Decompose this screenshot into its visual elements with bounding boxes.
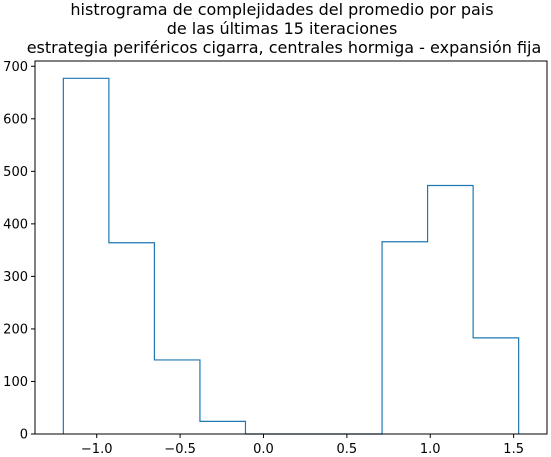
y-tick-label: 600 <box>3 112 28 127</box>
histogram-bin <box>154 360 200 434</box>
histogram-bin <box>63 78 109 434</box>
histogram-bin <box>200 421 246 434</box>
y-tick-label: 700 <box>3 60 28 75</box>
x-tick-label: 0.0 <box>253 442 274 457</box>
histogram-bin <box>428 186 474 434</box>
plot-area <box>62 77 520 435</box>
histogram-bin <box>473 338 519 434</box>
x-axis: −1.0 −0.5 0.0 0.5 1.0 1.5 <box>81 434 524 457</box>
y-tick-label: 300 <box>3 270 28 285</box>
y-tick-label: 0 <box>20 428 28 443</box>
chart-title-line-2: de las últimas 15 iteraciones <box>167 19 398 38</box>
y-tick-label: 400 <box>3 217 28 232</box>
histogram-bin <box>382 242 428 434</box>
axes-frame <box>34 60 548 435</box>
chart-title-line-1: histrograma de complejidades del promedi… <box>70 0 493 19</box>
x-tick-label: 0.5 <box>337 442 358 457</box>
histogram-bin <box>109 243 155 434</box>
y-tick-label: 100 <box>3 375 28 390</box>
x-tick-label: 1.0 <box>420 442 441 457</box>
x-tick-label: 1.5 <box>503 442 524 457</box>
x-tick-label: −0.5 <box>164 442 196 457</box>
y-tick-label: 200 <box>3 322 28 337</box>
y-tick-label: 500 <box>3 165 28 180</box>
chart-title-line-3: estrategia periféricos cigarra, centrale… <box>27 38 542 57</box>
y-axis: 0 100 200 300 400 500 600 700 <box>3 60 35 443</box>
x-tick-label: −1.0 <box>81 442 113 457</box>
